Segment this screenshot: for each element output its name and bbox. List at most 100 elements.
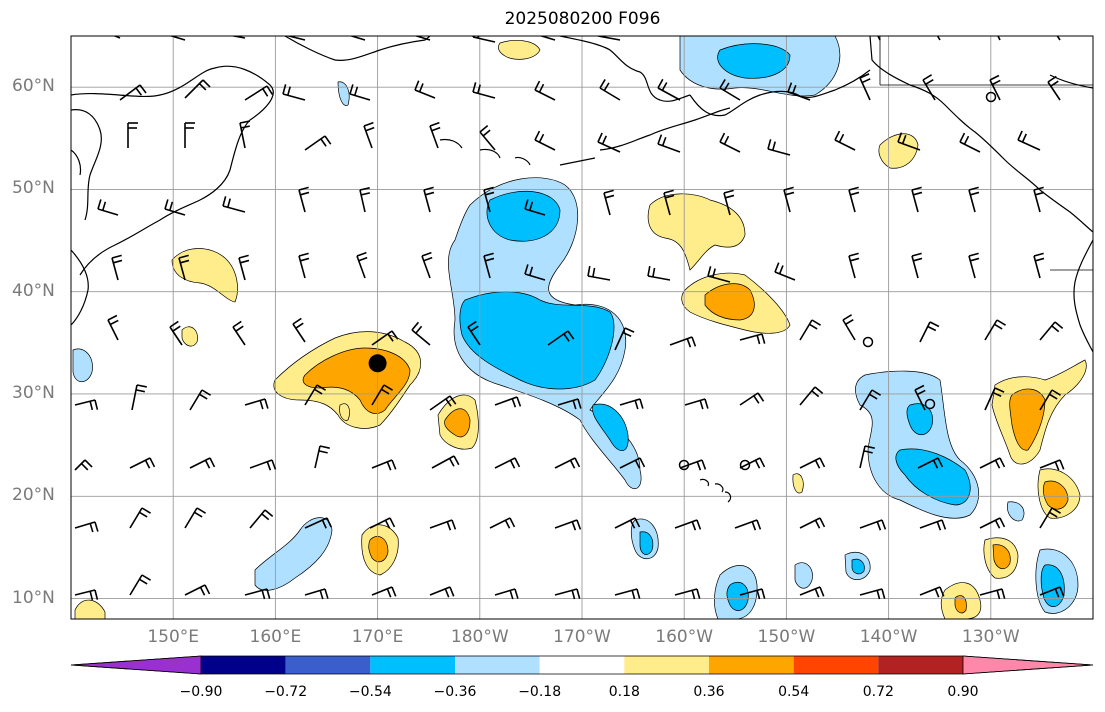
- wind-barb: [229, 36, 246, 39]
- colorbar-tick: 0.36: [693, 684, 725, 700]
- colorbar-swatch: [539, 656, 625, 674]
- lat-label-50n: 50°N: [12, 178, 55, 199]
- wind-barb: [356, 251, 368, 279]
- wind-barb: [719, 132, 741, 153]
- wind-barb: [922, 74, 936, 101]
- colorbar-swatch: [878, 656, 963, 674]
- calm-circle: [739, 459, 751, 471]
- wind-barb: [597, 132, 621, 153]
- lon-label-150w: 150°W: [757, 627, 816, 647]
- wind-barb: [1039, 321, 1064, 341]
- wind-barb: [734, 519, 762, 531]
- shade-positive-nw: [171, 248, 238, 303]
- shade-negative-tail: [592, 403, 629, 451]
- wind-barb: [663, 189, 675, 216]
- wind-barb: [349, 84, 371, 101]
- colorbar-tick: 0.54: [778, 684, 810, 700]
- wind-barb: [619, 457, 646, 469]
- colorbar-extend-low: [70, 655, 202, 675]
- wind-barb: [719, 79, 741, 101]
- map-title: 2025080200 F096: [504, 9, 661, 29]
- colorbar-swatch: [709, 656, 794, 674]
- calm-circle: [862, 336, 874, 348]
- wind-barb: [707, 266, 731, 283]
- wind-barb: [859, 588, 886, 600]
- wind-barb: [979, 588, 1006, 600]
- wind-barb: [739, 457, 766, 469]
- lon-label-170e: 170°E: [351, 627, 404, 647]
- wind-barb: [842, 314, 856, 341]
- wind-barb: [314, 445, 330, 469]
- wind-barb: [848, 252, 860, 279]
- colorbar-tick: 0.18: [608, 684, 640, 700]
- wind-barb: [979, 517, 1006, 529]
- storm-center-marker: [368, 354, 387, 373]
- wind-barb: [489, 517, 516, 529]
- wind-barb: [238, 254, 250, 281]
- wind-barb: [429, 395, 457, 411]
- shade-positive-se-core: [992, 544, 1011, 569]
- shade-positive-n: [498, 40, 541, 60]
- shade-positive-north2-core: [704, 283, 755, 321]
- wind-barb: [674, 588, 701, 600]
- shade-negative-mid-s-core: [851, 558, 865, 575]
- wind-barb: [936, 36, 941, 41]
- colorbar-tick: −0.90: [179, 684, 223, 700]
- shade-positive-north: [647, 193, 746, 271]
- wind-barb: [1017, 130, 1041, 151]
- wind-barb: [249, 459, 277, 471]
- coastline-segment: [559, 36, 691, 102]
- wind-barb: [483, 186, 495, 213]
- wind-barb: [97, 199, 119, 216]
- shade-positive-small2: [339, 403, 350, 421]
- wind-barb: [984, 319, 1006, 341]
- colorbar-tick: −0.18: [518, 684, 562, 700]
- wind-barb: [189, 389, 211, 411]
- wind-barb: [74, 459, 93, 471]
- wind-barb: [483, 252, 495, 279]
- wind-barb: [494, 588, 519, 600]
- wind-barb: [411, 321, 431, 346]
- wind-barb: [127, 122, 138, 148]
- shade-positive-sw-core: [368, 536, 389, 563]
- wind-barb: [619, 398, 644, 410]
- wind-barb: [232, 320, 246, 346]
- wind-barb: [239, 120, 250, 149]
- wind-barb: [168, 36, 186, 41]
- wind-barb: [657, 78, 681, 101]
- wind-barb: [614, 517, 641, 529]
- wind-barb: [112, 36, 121, 39]
- colorbar-outline: [70, 655, 1094, 675]
- shade-negative-east-core: [895, 448, 971, 506]
- wind-barb: [859, 73, 871, 101]
- wind-barb: [859, 519, 887, 531]
- wind-barb: [587, 266, 611, 281]
- wind-barb: [1039, 586, 1065, 598]
- wind-barb: [244, 588, 271, 600]
- wind-barb: [304, 588, 329, 600]
- colorbar-extend-high: [962, 655, 1094, 675]
- wind-barb: [723, 189, 735, 216]
- wind-barb: [249, 509, 274, 529]
- wind-barb: [679, 459, 707, 471]
- wind-barb: [799, 457, 826, 469]
- wind-barb: [799, 586, 825, 598]
- wind-barb: [911, 252, 923, 279]
- shade-negative-small2: [337, 81, 350, 106]
- lat-label-20n: 20°N: [12, 485, 55, 506]
- wind-barb: [1033, 186, 1045, 213]
- shade-negative-central-core2: [459, 291, 615, 390]
- wind-barb: [1039, 459, 1065, 471]
- shade-negative-west: [72, 348, 93, 383]
- wind-barb: [479, 124, 496, 151]
- wind-barb: [119, 84, 147, 101]
- coastline-segment: [71, 149, 82, 176]
- wind-barb: [371, 586, 397, 598]
- lon-label-170w: 170°W: [553, 627, 611, 647]
- wind-barb: [739, 588, 766, 600]
- lon-label-130w: 130°W: [961, 627, 1020, 647]
- wind-barb: [919, 586, 945, 598]
- wind-barb: [1047, 75, 1061, 101]
- shade-positive-small3: [792, 473, 804, 494]
- wind-barb: [111, 254, 123, 281]
